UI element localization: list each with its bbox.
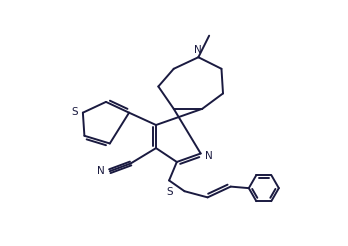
Text: N: N <box>97 166 105 176</box>
Text: N: N <box>205 151 213 161</box>
Text: S: S <box>72 107 78 117</box>
Text: N: N <box>195 45 202 55</box>
Text: S: S <box>167 187 173 197</box>
